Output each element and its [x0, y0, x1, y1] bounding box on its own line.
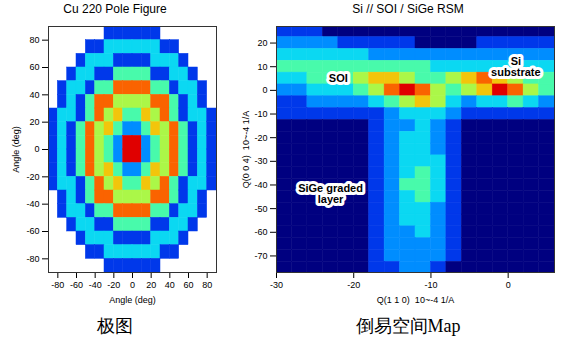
- svg-text:-40: -40: [89, 280, 102, 290]
- svg-text:80: 80: [202, 280, 212, 290]
- svg-text:-60: -60: [26, 226, 39, 236]
- svg-text:-70: -70: [254, 251, 267, 261]
- svg-text:-50: -50: [254, 204, 267, 214]
- html-text:Cu 220 Pole Figure: Cu 220 Pole Figure: [63, 2, 167, 16]
- svg-text:-20: -20: [347, 280, 360, 290]
- svg-text:20: 20: [146, 280, 156, 290]
- svg-text:40: 40: [165, 280, 175, 290]
- svg-text:-40: -40: [254, 180, 267, 190]
- svg-text:SOI: SOI: [329, 72, 348, 84]
- svg-text:SiGe gradedlayer: SiGe gradedlayer: [298, 182, 363, 205]
- svg-text:-20: -20: [107, 280, 120, 290]
- svg-text:-20: -20: [254, 133, 267, 143]
- svg-text:-10: -10: [424, 280, 437, 290]
- svg-text:-60: -60: [70, 280, 83, 290]
- svg-text:0: 0: [262, 85, 267, 95]
- html-text:极图: 极图: [97, 316, 133, 336]
- html-text:倒易空间Map: 倒易空间Map: [355, 316, 461, 336]
- svg-text:20: 20: [257, 38, 267, 48]
- svg-text:-40: -40: [26, 199, 39, 209]
- svg-text:60: 60: [29, 62, 39, 72]
- svg-text:Q(0 0 4) 10~-4 1/A: Q(0 0 4) 10~-4 1/A: [241, 111, 251, 188]
- svg-text:-30: -30: [254, 156, 267, 166]
- svg-text:0: 0: [130, 280, 135, 290]
- svg-text:Sisubstrate: Sisubstrate: [491, 55, 541, 78]
- svg-text:-10: -10: [254, 109, 267, 119]
- svg-text:10: 10: [257, 62, 267, 72]
- svg-text:Angle (deg): Angle (deg): [11, 126, 21, 173]
- svg-text:-80: -80: [26, 254, 39, 264]
- svg-text:-80: -80: [51, 280, 64, 290]
- svg-text:-30: -30: [270, 280, 283, 290]
- svg-text:0: 0: [34, 144, 39, 154]
- svg-text:20: 20: [29, 117, 39, 127]
- svg-text:-20: -20: [26, 172, 39, 182]
- html-text:Si // SOI / SiGe RSM: Si // SOI / SiGe RSM: [352, 2, 464, 16]
- svg-text:40: 40: [29, 90, 39, 100]
- svg-text:80: 80: [29, 35, 39, 45]
- svg-text:60: 60: [183, 280, 193, 290]
- svg-text:0: 0: [506, 280, 511, 290]
- svg-text:-60: -60: [254, 227, 267, 237]
- svg-text:Angle (deg): Angle (deg): [109, 295, 156, 305]
- svg-text:Q(1 1 0) 10~-4 1/A: Q(1 1 0) 10~-4 1/A: [377, 295, 454, 305]
